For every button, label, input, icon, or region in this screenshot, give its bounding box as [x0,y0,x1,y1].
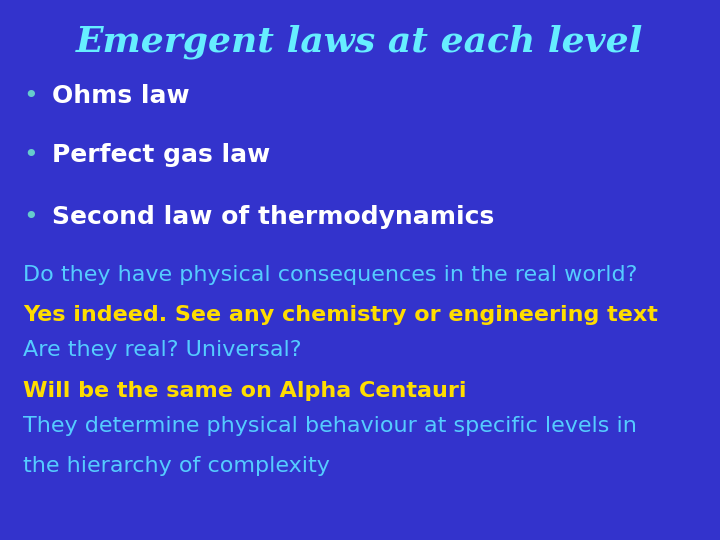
Text: Second law of thermodynamics: Second law of thermodynamics [52,205,494,229]
Text: Ohms law: Ohms law [52,84,189,107]
Text: •: • [23,84,37,107]
Text: Are they real? Universal?: Are they real? Universal? [23,340,302,360]
Text: the hierarchy of complexity: the hierarchy of complexity [23,456,330,476]
Text: •: • [23,143,37,167]
Text: They determine physical behaviour at specific levels in: They determine physical behaviour at spe… [23,416,637,436]
Text: Do they have physical consequences in the real world?: Do they have physical consequences in th… [23,265,637,285]
Text: Emergent laws at each level: Emergent laws at each level [76,24,644,59]
Text: Yes indeed. See any chemistry or engineering text: Yes indeed. See any chemistry or enginee… [23,305,658,325]
Text: Will be the same on Alpha Centauri: Will be the same on Alpha Centauri [23,381,467,401]
Text: Perfect gas law: Perfect gas law [52,143,270,167]
Text: •: • [23,205,37,229]
